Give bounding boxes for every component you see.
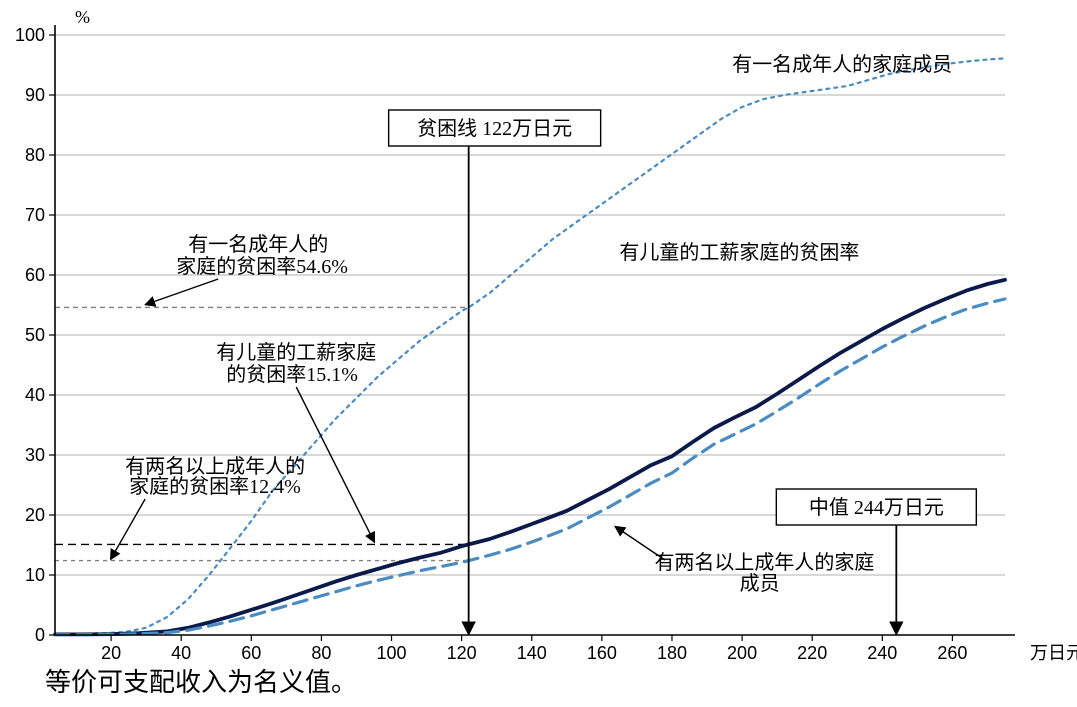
y-tick-label: 90 <box>25 85 45 105</box>
x-tick-label: 180 <box>657 643 687 663</box>
y-tick-label: 30 <box>25 445 45 465</box>
y-tick-label: 20 <box>25 505 45 525</box>
legend-two-adults-l2: 成员 <box>740 572 780 595</box>
x-tick-label: 160 <box>587 643 617 663</box>
x-tick-label: 260 <box>937 643 967 663</box>
y-tick-label: 70 <box>25 205 45 225</box>
x-tick-label: 220 <box>797 643 827 663</box>
x-tick-label: 140 <box>517 643 547 663</box>
y-tick-label: 100 <box>15 25 45 45</box>
footer-note: 等价可支配收入为名义值。 <box>45 668 357 697</box>
ann-single-adult-l2: 家庭的贫困率54.6% <box>176 255 348 278</box>
poverty-line-text: 贫困线 122万日元 <box>417 117 572 140</box>
ann-child-rate-l2: 的贫困率15.1% <box>226 363 358 386</box>
ann-child-rate-arrow <box>296 387 374 541</box>
ann-child-rate-l1: 有儿童的工薪家庭 <box>216 341 376 364</box>
median-box-text: 中值 244万日元 <box>809 496 944 519</box>
x-tick-label: 200 <box>727 643 757 663</box>
ann-two-adult-l2: 家庭的贫困率12.4% <box>129 475 301 498</box>
ann-two-adult-arrow <box>111 499 145 559</box>
ann-single-adult-l1: 有一名成年人的 <box>188 233 328 256</box>
x-tick-label: 240 <box>867 643 897 663</box>
y-tick-label: 80 <box>25 145 45 165</box>
y-tick-label: 0 <box>35 625 45 645</box>
x-tick-label: 40 <box>171 643 191 663</box>
chart-container: 0 10 20 30 40 50 60 70 80 90 100 20 40 60 80 100 120 140 1… <box>0 0 1077 707</box>
legend-two-adults-l1: 有两名以上成年人的家庭 <box>654 551 874 574</box>
legend-two-adults-arrow <box>616 527 665 560</box>
ann-two-adult-l1: 有两名以上成年人的 <box>125 455 305 478</box>
y-tick-label: 50 <box>25 325 45 345</box>
chart-svg: 0 10 20 30 40 50 60 70 80 90 100 20 40 60 80 100 120 140 1… <box>0 0 1077 707</box>
x-tick-label: 80 <box>311 643 331 663</box>
y-tick-label: 40 <box>25 385 45 405</box>
legend-child-worker: 有儿童的工薪家庭的贫困率 <box>619 241 859 264</box>
y-tick-label: 60 <box>25 265 45 285</box>
x-tick-label: 120 <box>447 643 477 663</box>
legend-single-adult: 有一名成年人的家庭成员 <box>732 53 952 76</box>
x-axis-unit: 万日元 <box>1030 643 1077 663</box>
x-tick-label: 20 <box>101 643 121 663</box>
x-tick-label: 100 <box>377 643 407 663</box>
x-tick-label: 60 <box>241 643 261 663</box>
y-axis-unit: % <box>75 7 90 27</box>
ann-single-adult-arrow <box>146 279 218 304</box>
y-tick-label: 10 <box>25 565 45 585</box>
